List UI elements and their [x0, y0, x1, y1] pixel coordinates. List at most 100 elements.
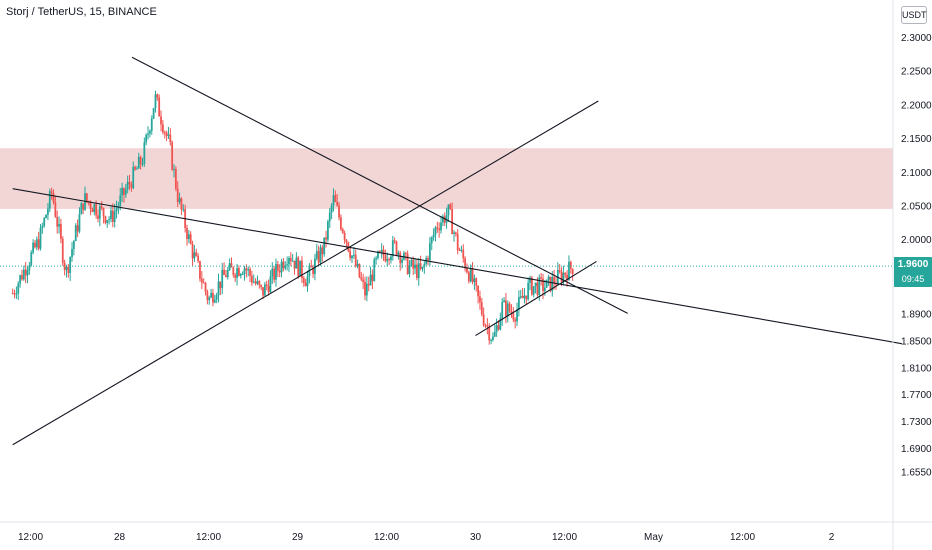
candle-body	[568, 261, 570, 281]
trendline-3[interactable]	[131, 56, 628, 314]
candle-body	[85, 193, 88, 202]
candle-body	[553, 277, 556, 284]
candle-body	[225, 274, 227, 278]
candle-body	[341, 228, 344, 233]
candle-body	[299, 260, 301, 277]
candle-body	[323, 237, 326, 255]
candle-body	[462, 249, 465, 259]
candle-body	[291, 260, 294, 262]
candle-body	[503, 300, 505, 303]
candle-body	[93, 204, 96, 213]
candle-body	[288, 257, 290, 265]
candle-body	[199, 261, 201, 279]
candle-body	[154, 94, 157, 109]
candle-body	[67, 266, 70, 273]
candle-body	[141, 163, 144, 165]
candle-body	[171, 142, 174, 170]
candle-body	[393, 240, 396, 242]
candle-body	[364, 281, 366, 296]
candle-body	[260, 284, 263, 288]
candle-body	[278, 270, 281, 273]
candle-body	[440, 222, 442, 231]
symbol-title[interactable]: Storj / TetherUS, 15, BINANCE	[6, 6, 157, 18]
candle-body	[358, 263, 361, 278]
candle-body	[443, 216, 446, 223]
candle-body	[477, 285, 479, 297]
price-axis-label: 1.8500	[901, 336, 932, 347]
candle-body	[32, 242, 34, 253]
currency-selector[interactable]: USDT	[901, 6, 927, 24]
candle-body	[226, 269, 229, 278]
price-axis-label: 1.8900	[901, 309, 932, 320]
candle-body	[506, 303, 509, 317]
candle-body	[126, 181, 129, 190]
candle-body	[482, 314, 485, 326]
candle-body	[456, 234, 459, 250]
candle-body	[571, 268, 574, 275]
candle-body	[380, 249, 383, 253]
candle-body	[238, 268, 240, 276]
candle-body	[493, 331, 496, 337]
candle-body	[200, 278, 203, 283]
candle-body	[243, 268, 246, 275]
candle-body	[252, 281, 255, 283]
candle-body	[312, 267, 314, 274]
price-axis-label: 2.2000	[901, 100, 932, 111]
candle-body	[403, 252, 405, 260]
candle-body	[543, 287, 546, 292]
candle-body	[47, 208, 49, 215]
candle-body	[34, 242, 36, 248]
candle-body	[22, 269, 25, 280]
candle-body	[510, 311, 513, 314]
candle-body	[558, 270, 561, 272]
candle-body	[282, 261, 285, 269]
candle-body	[497, 325, 500, 330]
candle-body	[347, 242, 350, 251]
candle-body	[454, 232, 457, 235]
candle-body	[189, 234, 192, 244]
candle-body	[286, 264, 289, 266]
candle-body	[71, 249, 73, 258]
candle-body	[314, 258, 316, 274]
candle-body	[466, 268, 468, 273]
trendline-4[interactable]	[475, 260, 597, 337]
candle-body	[102, 208, 105, 217]
candle-body	[60, 224, 62, 239]
candle-body	[547, 276, 550, 280]
candle-body	[115, 208, 118, 212]
candle-body	[319, 247, 322, 263]
candle-body	[479, 296, 481, 303]
candle-body	[397, 252, 400, 255]
candle-body	[362, 279, 365, 282]
candle-body	[108, 218, 111, 221]
candle-body	[39, 227, 42, 249]
candle-body	[343, 232, 346, 240]
candle-body	[471, 267, 474, 283]
candle-body	[566, 274, 568, 281]
candle-body	[11, 293, 14, 295]
resistance-zone[interactable]	[0, 148, 893, 209]
candle-body	[414, 264, 416, 269]
candle-body	[349, 250, 352, 259]
candle-body	[416, 264, 418, 279]
candle-body	[17, 283, 20, 294]
candle-body	[65, 266, 68, 270]
candle-body	[336, 201, 339, 206]
trendline-2[interactable]	[12, 100, 599, 446]
candle-body	[519, 296, 522, 298]
candle-body	[517, 297, 520, 310]
candle-body	[245, 268, 248, 271]
candle-body	[234, 275, 237, 278]
candle-body	[375, 258, 378, 260]
candle-body	[13, 293, 16, 295]
candle-body	[453, 232, 455, 235]
candle-body	[63, 262, 66, 270]
candle-body	[390, 256, 392, 261]
time-axis-label: 12:00	[552, 532, 577, 543]
trendline-1[interactable]	[12, 188, 902, 345]
candle-body	[123, 187, 125, 195]
candle-body	[143, 142, 146, 164]
candle-body	[134, 166, 136, 170]
